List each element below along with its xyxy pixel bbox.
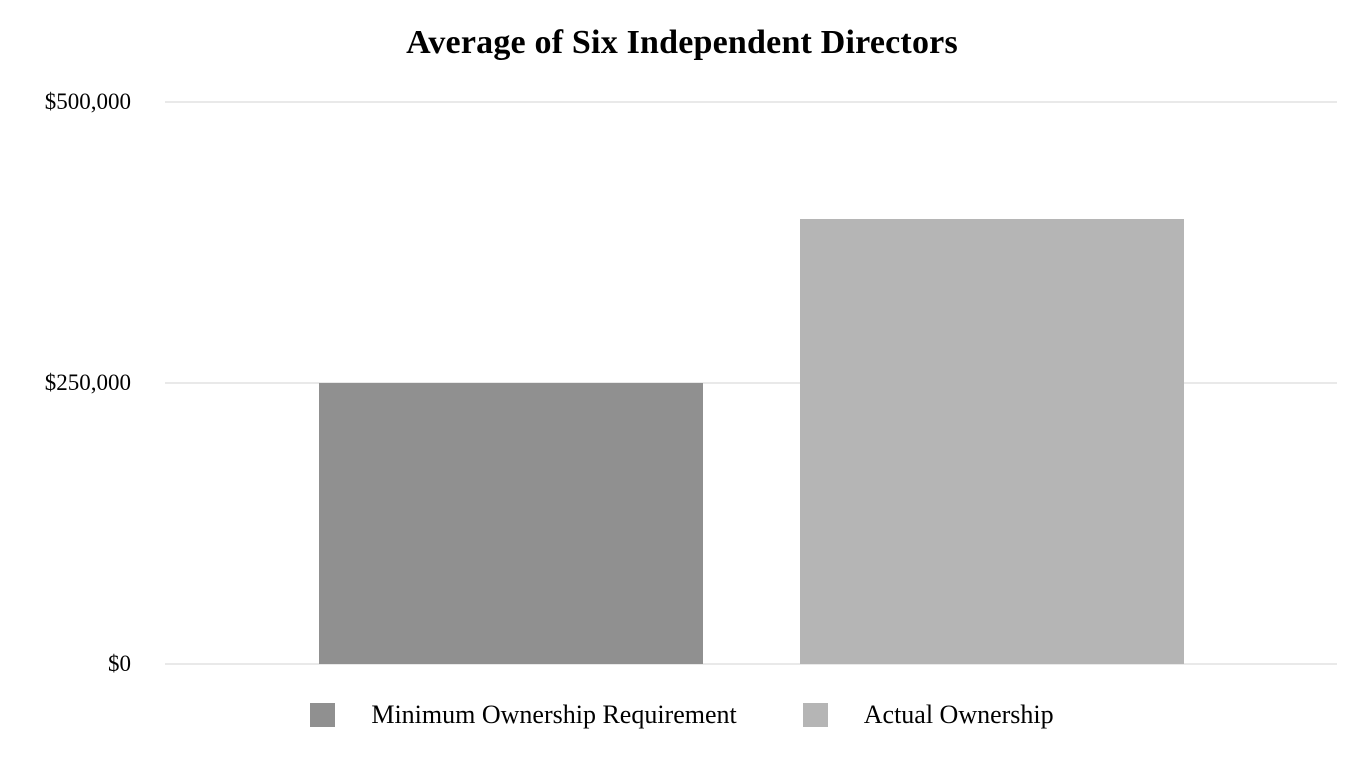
legend-swatch-minimum-ownership-requirement (310, 703, 336, 727)
y-tick-label-500-000: $500,000 (44, 89, 131, 114)
y-tick-label-0: $0 (108, 651, 131, 676)
bar-minimum-ownership-requirement (318, 383, 703, 664)
legend-item-actual-ownership: Actual Ownership (802, 700, 1054, 730)
bars-container (165, 102, 1337, 664)
legend: Minimum Ownership Requirement Actual Owne… (0, 700, 1364, 730)
bar-actual-ownership (799, 218, 1184, 664)
gridline-250-000 (165, 382, 1337, 384)
gridline-500-000 (165, 101, 1337, 103)
y-axis: $0 $250,000 $500,000 (0, 89, 131, 676)
legend-item-minimum-ownership-requirement: Minimum Ownership Requirement (310, 700, 737, 730)
legend-swatch-actual-ownership (802, 703, 828, 727)
legend-label-actual-ownership: Actual Ownership (863, 700, 1054, 729)
legend-label-minimum-ownership-requirement: Minimum Ownership Requirement (371, 700, 737, 729)
gridlines (165, 101, 1337, 665)
y-tick-label-250-000: $250,000 (44, 370, 131, 395)
gridline-0 (165, 663, 1337, 665)
chart-title: Average of Six Independent Directors (406, 24, 958, 61)
plot-area (165, 101, 1337, 665)
